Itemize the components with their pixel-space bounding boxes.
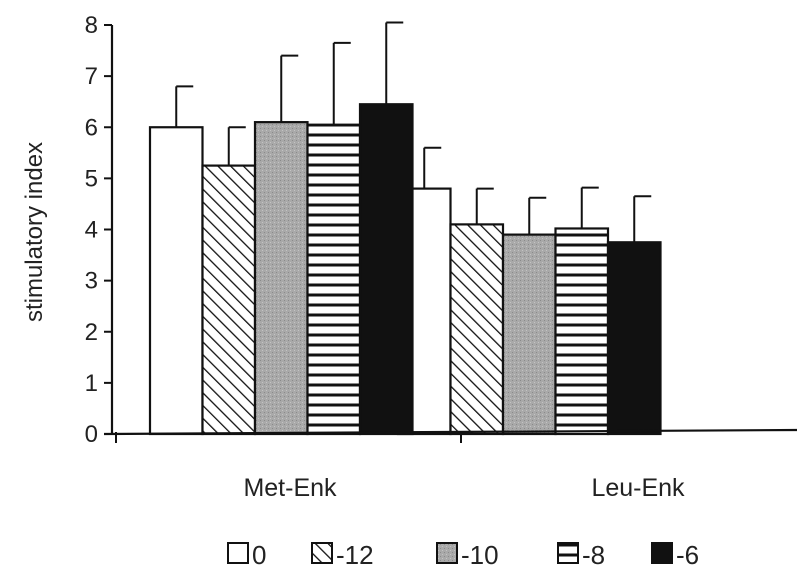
bar-leu-enk-neg6: [606, 241, 662, 436]
x-axis-line: [103, 428, 797, 436]
legend-swatch: [227, 542, 249, 564]
legend-swatch: [651, 542, 673, 564]
bar-met-enk-neg12: [201, 164, 257, 436]
bar-met-enk-neg10: [253, 121, 309, 436]
bar-leu-enk-neg8: [554, 227, 610, 436]
bars: [148, 21, 662, 436]
axes: [103, 25, 797, 443]
y-axis-ticks: 0 1 2 3 4 5 6 7 8: [85, 12, 112, 448]
legend: 0 -12 -10 -8 -6: [227, 540, 699, 570]
y-tick-label: 8: [85, 12, 98, 39]
y-tick-label: 6: [85, 114, 98, 141]
legend-swatch: [311, 542, 333, 564]
y-tick-label: 1: [85, 370, 98, 397]
legend-label: -6: [676, 540, 699, 570]
y-tick-label: 5: [85, 165, 98, 192]
bar-met-enk-neg6: [358, 103, 414, 436]
y-axis-title: stimulatory index: [21, 142, 48, 322]
y-tick-label: 4: [85, 217, 98, 244]
legend-swatch: [436, 542, 458, 564]
bar-met-enk-neg8: [306, 123, 362, 436]
legend-label: -10: [461, 540, 499, 570]
y-tick-label: 7: [85, 63, 98, 90]
legend-label: 0: [252, 540, 266, 570]
category-labels: Met-Enk Leu-Enk: [243, 474, 685, 502]
y-tick-label: 2: [85, 319, 98, 346]
category-label: Met-Enk: [243, 474, 337, 502]
y-tick-label: 0: [85, 421, 98, 448]
legend-label: -8: [582, 540, 605, 570]
category-label: Leu-Enk: [591, 474, 685, 502]
y-tick-label: 3: [85, 268, 98, 295]
legend-label: -12: [336, 540, 374, 570]
bar-leu-enk-neg12: [449, 223, 505, 436]
bar-met-enk-0: [148, 126, 204, 436]
legend-swatch: [557, 542, 579, 564]
bar-leu-enk-neg10: [501, 233, 557, 436]
